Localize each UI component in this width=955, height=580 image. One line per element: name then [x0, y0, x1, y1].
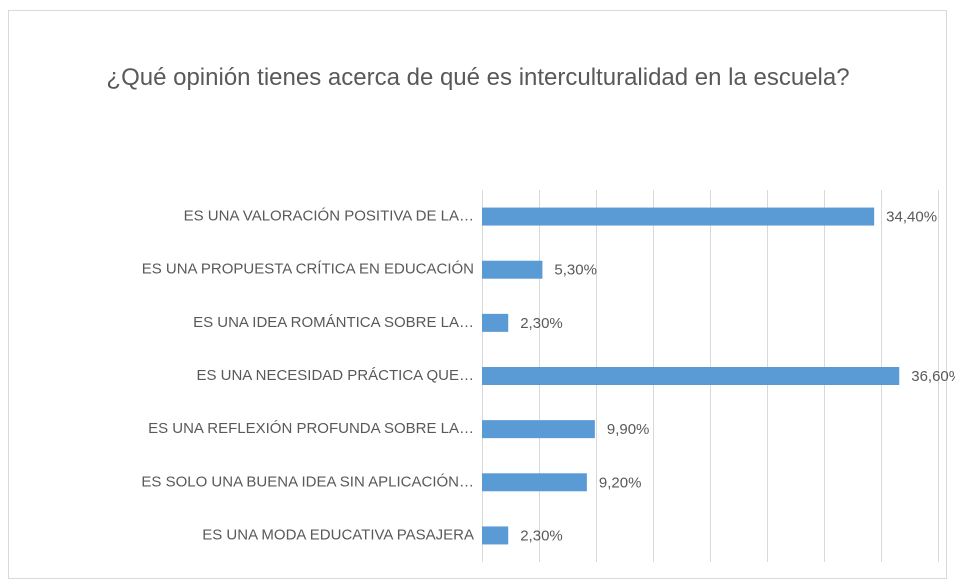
chart-title: ¿Qué opinión tienes acerca de qué es int…: [106, 64, 850, 91]
category-label: ES UNA MODA EDUCATIVA PASAJERA: [202, 526, 474, 543]
category-label: ES UNA NECESIDAD PRÁCTICA QUE…: [196, 367, 474, 384]
category-label: ES UNA REFLEXIÓN PROFUNDA SOBRE LA…: [148, 420, 474, 437]
category-label: ES UNA VALORACIÓN POSITIVA DE LA…: [184, 208, 474, 225]
chart-border: [8, 10, 947, 579]
bar: [482, 367, 900, 385]
category-label: ES UNA PROPUESTA CRÍTICA EN EDUCACIÓN: [142, 261, 474, 278]
bar: [482, 313, 509, 332]
data-label: 2,30%: [520, 527, 563, 544]
data-label: 34,40%: [886, 209, 937, 226]
bar: [482, 260, 543, 279]
bar: [482, 473, 587, 492]
bar: [482, 420, 595, 439]
data-label: 5,30%: [554, 262, 597, 279]
bar: [482, 526, 509, 545]
bar: [482, 207, 875, 226]
data-label: 9,90%: [607, 421, 650, 438]
data-label: 9,20%: [599, 474, 642, 491]
data-label: 36,60%: [911, 368, 955, 385]
category-label: ES UNA IDEA ROMÁNTICA SOBRE LA…: [193, 314, 474, 331]
category-label: ES SOLO UNA BUENA IDEA SIN APLICACIÓN…: [141, 473, 474, 490]
data-label: 2,30%: [520, 315, 563, 332]
